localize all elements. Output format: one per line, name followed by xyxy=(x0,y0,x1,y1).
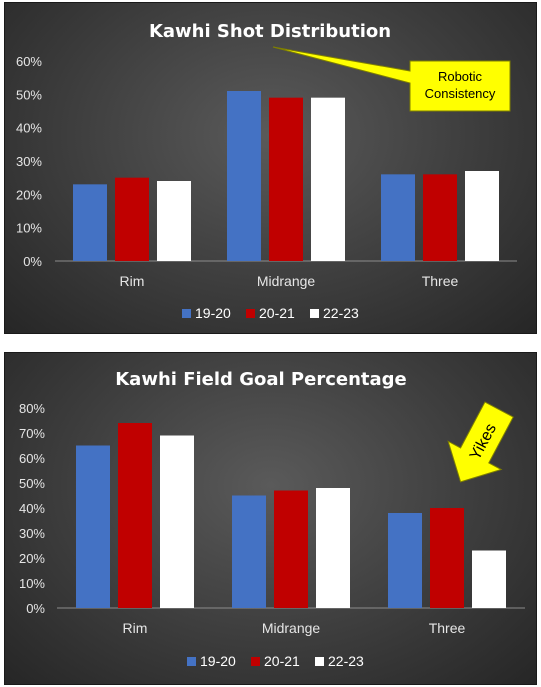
field-goal-percentage-chart: Kawhi Field Goal Percentage 0% 10% 20% 30% 4… xyxy=(4,352,537,685)
legend: 19-20 20-21 22-23 xyxy=(182,305,359,321)
bar-19-20-three xyxy=(381,174,415,261)
y-tick-label: 60% xyxy=(16,54,42,69)
bar-22-23-midrange xyxy=(316,488,350,608)
shot-distribution-chart: Kawhi Shot Distribution 0% 10% 20% 30% 40% 50… xyxy=(4,2,537,334)
y-tick-label: 30% xyxy=(19,526,45,541)
callout-line-2: Consistency xyxy=(425,86,496,101)
y-tick-label: 40% xyxy=(16,121,42,136)
category-label: Three xyxy=(422,273,459,289)
bar-22-23-three xyxy=(472,550,506,608)
bar-20-21-three xyxy=(423,174,457,261)
bar-19-20-midrange xyxy=(232,495,266,608)
y-tick-label: 50% xyxy=(19,476,45,491)
chart-title: Kawhi Shot Distribution xyxy=(149,21,391,42)
category-label: Rim xyxy=(120,273,145,289)
y-tick-label: 60% xyxy=(19,451,45,466)
legend-swatch xyxy=(246,309,255,318)
callout-line-1: Robotic xyxy=(438,69,483,84)
y-tick-label: 80% xyxy=(19,401,45,416)
bar-22-23-rim xyxy=(160,435,194,608)
bars xyxy=(76,423,506,608)
x-axis: Rim Midrange Three xyxy=(123,620,466,636)
bar-20-21-midrange xyxy=(269,97,303,262)
category-label: Three xyxy=(429,620,466,636)
bar-19-20-midrange xyxy=(227,91,261,261)
bar-20-21-rim xyxy=(115,177,149,261)
legend-swatch xyxy=(315,657,324,666)
robotic-consistency-callout: Robotic Consistency xyxy=(272,46,511,112)
bar-22-23-rim xyxy=(157,181,191,261)
category-label: Midrange xyxy=(262,620,321,636)
yikes-arrow: Yikes xyxy=(447,401,514,483)
y-tick-label: 70% xyxy=(19,426,45,441)
y-tick-label: 50% xyxy=(16,87,42,102)
bar-19-20-rim xyxy=(73,184,107,261)
y-tick-label: 10% xyxy=(19,576,45,591)
y-tick-label: 0% xyxy=(26,601,45,616)
chart-title: Kawhi Field Goal Percentage xyxy=(115,369,407,390)
y-tick-label: 0% xyxy=(23,254,42,269)
category-label: Midrange xyxy=(257,273,316,289)
bars xyxy=(73,91,499,262)
shot-distribution-plot: Kawhi Shot Distribution 0% 10% 20% 30% 40% 50… xyxy=(16,21,517,321)
legend-swatch xyxy=(182,309,191,318)
legend-swatch xyxy=(310,309,319,318)
field-goal-percentage-plot: Kawhi Field Goal Percentage 0% 10% 20% 30% 4… xyxy=(19,369,525,669)
legend-label: 20-21 xyxy=(259,305,295,321)
bar-20-21-three xyxy=(430,508,464,608)
bar-20-21-midrange xyxy=(274,490,308,608)
x-axis: Rim Midrange Three xyxy=(120,273,459,289)
y-tick-label: 20% xyxy=(19,551,45,566)
legend-label: 22-23 xyxy=(328,653,364,669)
legend-label: 19-20 xyxy=(195,305,231,321)
bar-22-23-midrange xyxy=(311,97,345,262)
legend-label: 19-20 xyxy=(200,653,236,669)
y-tick-label: 20% xyxy=(16,187,42,202)
bar-20-21-rim xyxy=(118,423,152,608)
bar-19-20-three xyxy=(388,513,422,608)
category-label: Rim xyxy=(123,620,148,636)
legend-swatch xyxy=(251,657,260,666)
bar-19-20-rim xyxy=(76,445,110,608)
y-tick-label: 10% xyxy=(16,221,42,236)
bar-22-23-three xyxy=(465,171,499,261)
legend-label: 20-21 xyxy=(264,653,300,669)
legend-label: 22-23 xyxy=(323,305,359,321)
y-tick-label: 30% xyxy=(16,154,42,169)
legend: 19-20 20-21 22-23 xyxy=(187,653,364,669)
y-tick-label: 40% xyxy=(19,501,45,516)
legend-swatch xyxy=(187,657,196,666)
